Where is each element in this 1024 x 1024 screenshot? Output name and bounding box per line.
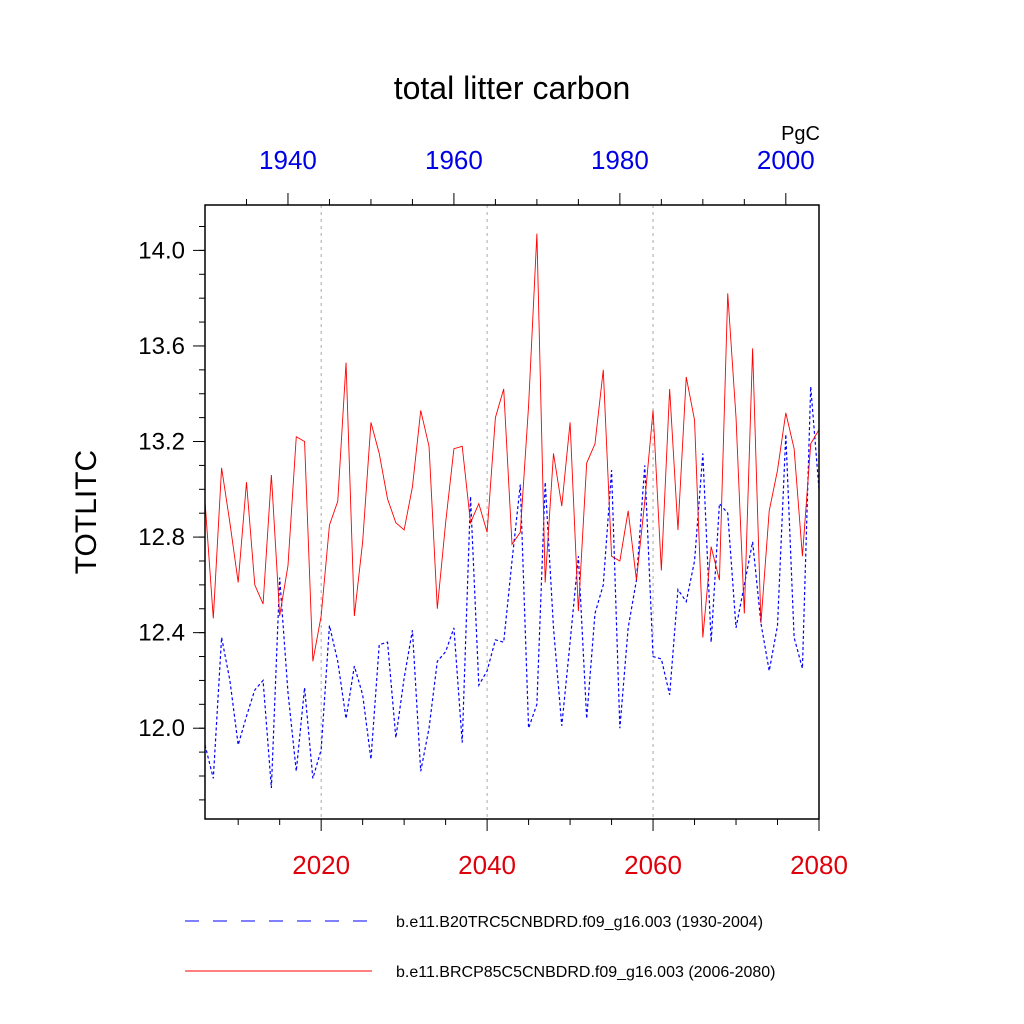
legend: b.e11.B20TRC5CNBDRD.f09_g16.003 (1930-20… xyxy=(185,914,775,981)
series-line-historical xyxy=(205,386,819,788)
units-label: PgC xyxy=(781,123,820,145)
legend-label-future: b.e11.BRCP85C5CNBDRD.f09_g16.003 (2006-2… xyxy=(396,964,775,981)
plot-frame xyxy=(204,204,820,820)
top-tick-label: 1980 xyxy=(591,145,649,175)
bottom-tick-label: 2040 xyxy=(458,850,516,880)
top-tick-label: 2000 xyxy=(757,145,815,175)
bottom-tick-label: 2060 xyxy=(624,850,682,880)
y-tick-label: 14.0 xyxy=(138,237,185,264)
bottom-tick-label: 2020 xyxy=(292,850,350,880)
y-tick-label: 13.6 xyxy=(138,333,185,360)
legend-label-historical: b.e11.B20TRC5CNBDRD.f09_g16.003 (1930-20… xyxy=(396,914,763,931)
y-tick-label: 13.2 xyxy=(138,429,185,456)
vertical-gridlines xyxy=(320,205,654,819)
bottom-tick-label: 2080 xyxy=(790,850,848,880)
bottom-tick-labels: 2020 2040 2060 2080 xyxy=(292,850,848,880)
chart-title: total litter carbon xyxy=(394,70,631,106)
top-tick-label: 1940 xyxy=(259,145,317,175)
top-tick-label: 1960 xyxy=(425,145,483,175)
top-tick-labels: 1940 1960 1980 2000 xyxy=(259,145,815,175)
y-tick-label: 12.4 xyxy=(138,620,185,647)
y-tick-labels: 12.0 12.4 12.8 13.2 13.6 14.0 xyxy=(138,237,185,742)
y-tick-label: 12.0 xyxy=(138,715,185,742)
series-layer xyxy=(205,233,819,788)
y-axis-label: TOTLITC xyxy=(70,450,103,574)
axis-ticks xyxy=(193,193,820,831)
series-line-future xyxy=(205,233,819,662)
y-tick-label: 12.8 xyxy=(138,524,185,551)
